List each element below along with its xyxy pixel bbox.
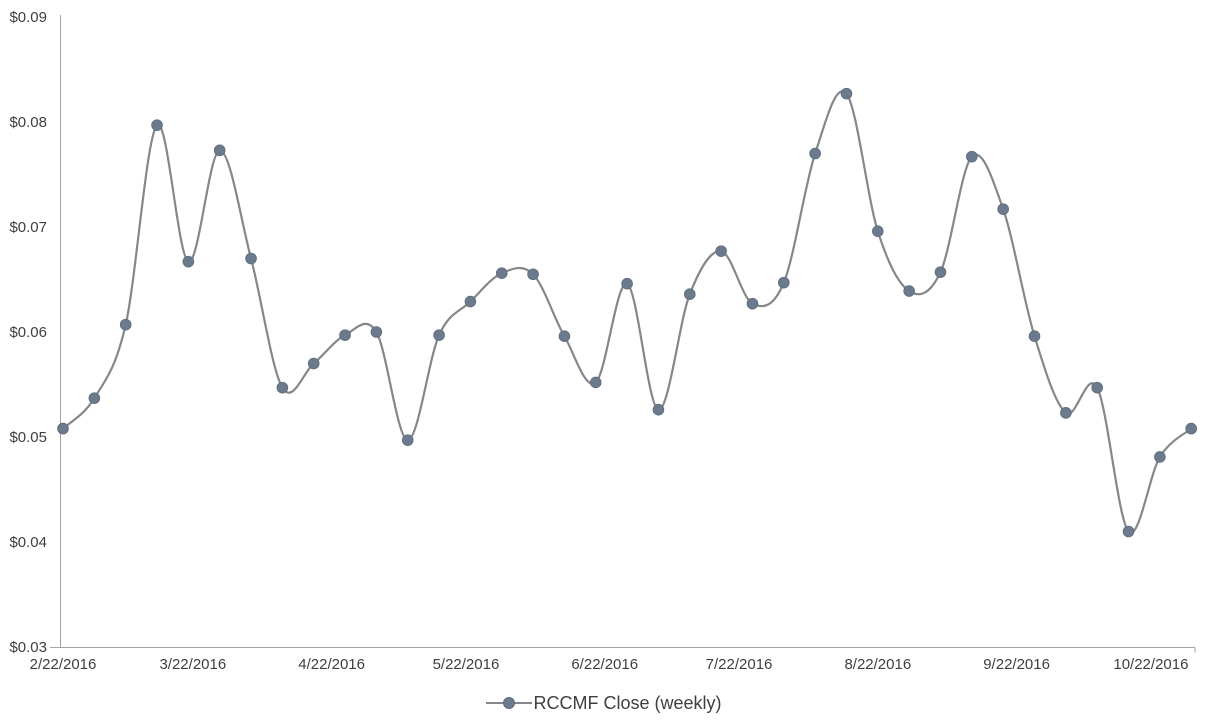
data-point-marker — [245, 252, 257, 265]
x-axis-tick-label: 9/22/2016 — [983, 656, 1050, 673]
data-point-marker — [1154, 451, 1166, 463]
data-point-marker — [213, 144, 226, 157]
data-point-marker — [872, 225, 884, 238]
y-axis-tick-label: $0.03 — [9, 639, 47, 656]
y-axis-tick-label: $0.05 — [9, 429, 47, 446]
data-point-marker — [621, 277, 633, 290]
data-point-marker — [652, 403, 665, 416]
data-point-marker — [934, 266, 947, 278]
y-axis-tick-label: $0.09 — [9, 9, 47, 26]
data-point-marker — [401, 434, 414, 446]
data-point-marker — [1091, 381, 1103, 394]
x-axis-tick-label: 10/22/2016 — [1113, 656, 1188, 673]
y-axis-tick-label: $0.06 — [9, 324, 47, 341]
data-point-marker — [840, 87, 853, 100]
data-point-marker — [715, 245, 727, 257]
data-point-marker — [370, 326, 383, 338]
x-axis-tick-label: 5/22/2016 — [433, 656, 500, 673]
data-point-marker — [1028, 330, 1041, 343]
data-point-marker — [903, 285, 915, 297]
x-axis-tick-label: 3/22/2016 — [159, 656, 226, 673]
data-point-marker — [1122, 525, 1135, 538]
data-point-marker — [307, 357, 320, 370]
data-point-marker — [433, 329, 445, 341]
series-line — [61, 90, 1193, 534]
data-point-marker — [683, 288, 696, 301]
x-axis-tick-label: 7/22/2016 — [706, 656, 773, 673]
x-axis-tick-label: 6/22/2016 — [571, 656, 638, 673]
data-point-marker — [777, 276, 790, 289]
data-point-marker — [809, 147, 821, 160]
x-axis-tick-label: 4/22/2016 — [298, 656, 365, 673]
data-point-marker — [997, 203, 1009, 215]
data-point-marker — [151, 119, 163, 131]
legend-series-label: RCCMF Close (weekly) — [533, 692, 722, 713]
data-point-marker — [276, 381, 289, 394]
data-point-marker — [182, 255, 195, 268]
data-point-marker — [88, 392, 101, 404]
data-point-marker — [57, 422, 69, 435]
data-point-marker — [495, 267, 508, 280]
data-point-marker — [589, 376, 602, 389]
data-point-marker — [966, 150, 978, 163]
data-point-marker — [1060, 407, 1072, 419]
data-point-marker — [527, 268, 539, 281]
x-axis-tick-label: 8/22/2016 — [844, 656, 911, 673]
data-point-marker — [464, 295, 477, 308]
y-axis-tick-label: $0.04 — [9, 534, 47, 551]
y-axis-tick-label: $0.08 — [9, 114, 47, 131]
data-point-marker — [558, 330, 571, 343]
y-axis-tick-label: $0.07 — [9, 219, 47, 236]
chart-legend: RCCMF Close (weekly) — [0, 690, 1208, 716]
x-axis-tick-label: 2/22/2016 — [30, 656, 97, 673]
data-point-marker — [339, 329, 351, 341]
data-point-marker — [119, 318, 132, 331]
legend-line-marker-icon — [486, 697, 533, 709]
data-point-marker — [1185, 422, 1197, 435]
data-point-marker — [746, 297, 759, 310]
